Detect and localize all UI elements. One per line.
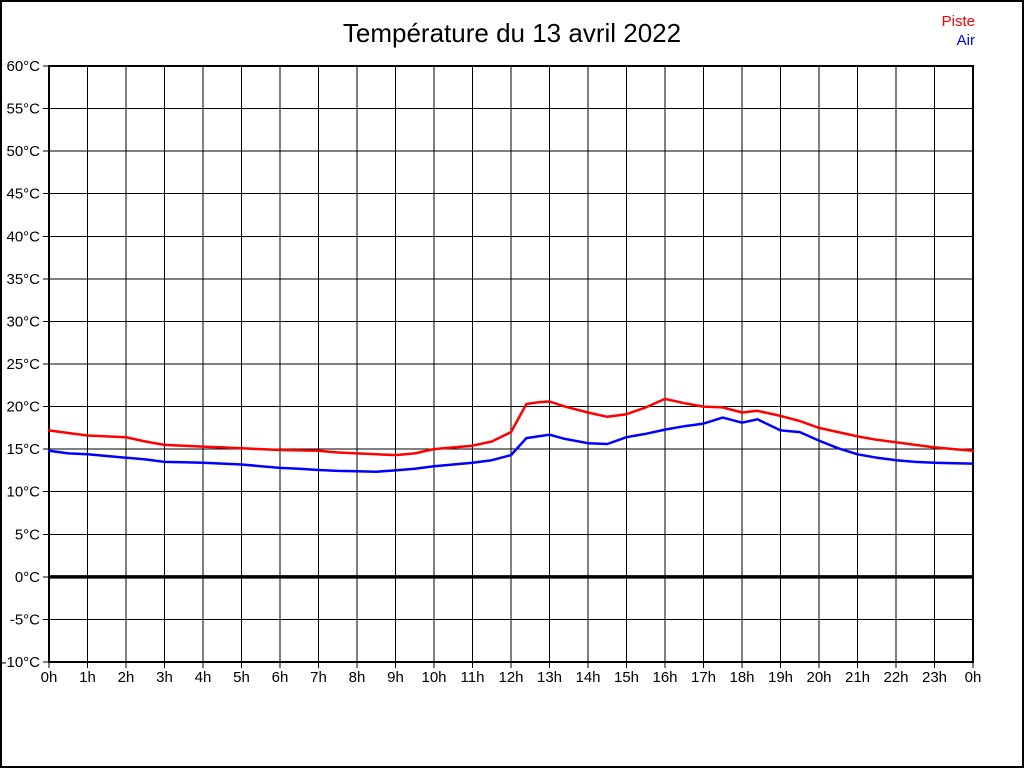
x-tick-label: 4h bbox=[195, 669, 212, 686]
y-tick-label: 40°C bbox=[6, 228, 40, 245]
y-tick-label: 20°C bbox=[6, 399, 40, 416]
x-tick-label: 6h bbox=[272, 669, 289, 686]
x-tick-label: 15h bbox=[614, 669, 639, 686]
x-tick-label: 13h bbox=[537, 669, 562, 686]
x-tick-label: 17h bbox=[691, 669, 716, 686]
x-tick-label: 16h bbox=[652, 669, 677, 686]
y-tick-label: 25°C bbox=[6, 356, 40, 373]
x-tick-label: 2h bbox=[118, 669, 135, 686]
x-tick-label: 10h bbox=[421, 669, 446, 686]
x-tick-label: 5h bbox=[233, 669, 250, 686]
y-tick-label: 0°C bbox=[15, 569, 40, 586]
x-tick-label: 19h bbox=[768, 669, 793, 686]
piste-line bbox=[47, 397, 975, 457]
legend-item-air: Air bbox=[956, 32, 975, 49]
y-tick-label: 30°C bbox=[6, 313, 40, 330]
x-tick-label: 11h bbox=[461, 669, 485, 686]
y-tick-label: -5°C bbox=[10, 611, 40, 628]
chart-title: Température du 13 avril 2022 bbox=[342, 18, 682, 48]
air-line bbox=[47, 416, 975, 473]
y-tick-label: 15°C bbox=[6, 441, 40, 458]
y-tick-label: 10°C bbox=[6, 484, 40, 501]
y-tick-label: 5°C bbox=[15, 526, 40, 543]
y-tick-label: 60°C bbox=[6, 58, 40, 75]
x-tick-label: 14h bbox=[575, 669, 600, 686]
x-tick-label: 21h bbox=[845, 669, 870, 686]
x-tick-label: 9h bbox=[387, 669, 404, 686]
x-tick-label: 23h bbox=[922, 669, 947, 686]
y-tick-label: 45°C bbox=[6, 186, 40, 203]
y-tick-label: 35°C bbox=[6, 271, 40, 288]
y-tick-label: 50°C bbox=[6, 143, 40, 160]
plot-border bbox=[48, 65, 974, 663]
legend: Piste Air bbox=[942, 12, 975, 50]
x-tick-label: 0h bbox=[41, 669, 58, 686]
legend-item-piste: Piste bbox=[941, 13, 975, 30]
x-tick-label: 7h bbox=[310, 669, 327, 686]
x-tick-label: 22h bbox=[883, 669, 908, 686]
x-tick-label: 3h bbox=[156, 669, 173, 686]
x-tick-label: 8h bbox=[349, 669, 366, 686]
y-tick-label: 55°C bbox=[6, 101, 40, 118]
x-tick-label: 1h bbox=[79, 669, 96, 686]
x-tick-label: 20h bbox=[806, 669, 831, 686]
x-tick-label: 12h bbox=[498, 669, 523, 686]
x-tick-label: 18h bbox=[729, 669, 754, 686]
x-tick-label: 0h bbox=[965, 669, 982, 686]
y-tick-label: -10°C bbox=[1, 654, 40, 671]
